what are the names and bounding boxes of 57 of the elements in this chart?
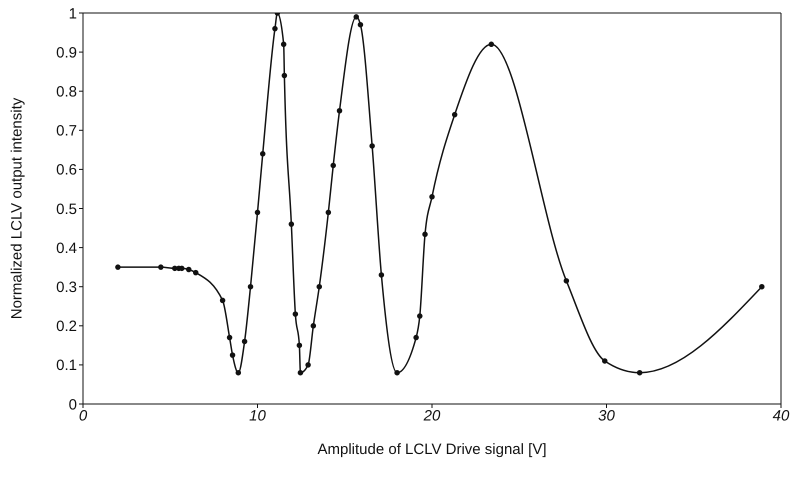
y-tick-label: 0.2 bbox=[56, 318, 77, 336]
point bbox=[292, 311, 298, 317]
point bbox=[230, 352, 236, 358]
point bbox=[254, 210, 260, 216]
x-tick-label: 30 bbox=[598, 408, 616, 425]
y-tick-label: 0.8 bbox=[56, 84, 77, 101]
y-tick-label: 0.4 bbox=[56, 240, 77, 257]
point bbox=[369, 143, 375, 149]
point bbox=[336, 108, 342, 114]
point bbox=[192, 270, 198, 276]
point bbox=[296, 342, 302, 348]
point bbox=[636, 370, 642, 376]
y-axis-title: Normalized LCLV output intensity bbox=[8, 97, 26, 320]
y-tick-label: 0 bbox=[68, 396, 77, 414]
point bbox=[394, 370, 400, 376]
point bbox=[236, 370, 242, 376]
point bbox=[305, 362, 311, 368]
x-tick-label: 10 bbox=[249, 408, 266, 425]
y-tick-label: 0.3 bbox=[56, 279, 77, 296]
point bbox=[429, 194, 435, 200]
point bbox=[242, 338, 248, 344]
point bbox=[220, 298, 226, 304]
x-axis-title: Amplitude of LCLV Drive signal [V] bbox=[318, 441, 546, 458]
point bbox=[260, 151, 266, 157]
point bbox=[280, 42, 286, 48]
point bbox=[316, 284, 322, 290]
point bbox=[282, 72, 288, 78]
point bbox=[298, 370, 304, 376]
x-tick-label: 40 bbox=[772, 408, 790, 425]
point bbox=[422, 232, 428, 238]
point bbox=[378, 272, 384, 278]
point bbox=[759, 284, 765, 290]
x-tick-label: 20 bbox=[422, 408, 441, 425]
point bbox=[115, 264, 121, 270]
y-tick-label: 0.1 bbox=[56, 357, 77, 374]
point bbox=[248, 284, 254, 290]
point bbox=[158, 264, 164, 270]
y-tick-label: 0.7 bbox=[56, 122, 77, 140]
point bbox=[288, 221, 294, 227]
point bbox=[310, 323, 316, 329]
y-tick-label: 0.9 bbox=[56, 44, 77, 62]
point bbox=[186, 266, 192, 272]
point bbox=[452, 112, 458, 118]
point bbox=[326, 210, 332, 216]
point bbox=[226, 334, 232, 340]
y-tick-label: 0.6 bbox=[56, 162, 77, 179]
y-tick-label: 0.5 bbox=[56, 200, 77, 218]
point bbox=[564, 278, 570, 284]
point bbox=[488, 42, 494, 48]
point bbox=[413, 334, 419, 340]
point bbox=[417, 313, 423, 319]
point bbox=[602, 358, 608, 364]
point bbox=[330, 162, 336, 168]
point bbox=[358, 22, 364, 28]
point bbox=[272, 26, 278, 32]
point bbox=[354, 14, 360, 20]
y-tick-label: 1 bbox=[68, 5, 77, 22]
